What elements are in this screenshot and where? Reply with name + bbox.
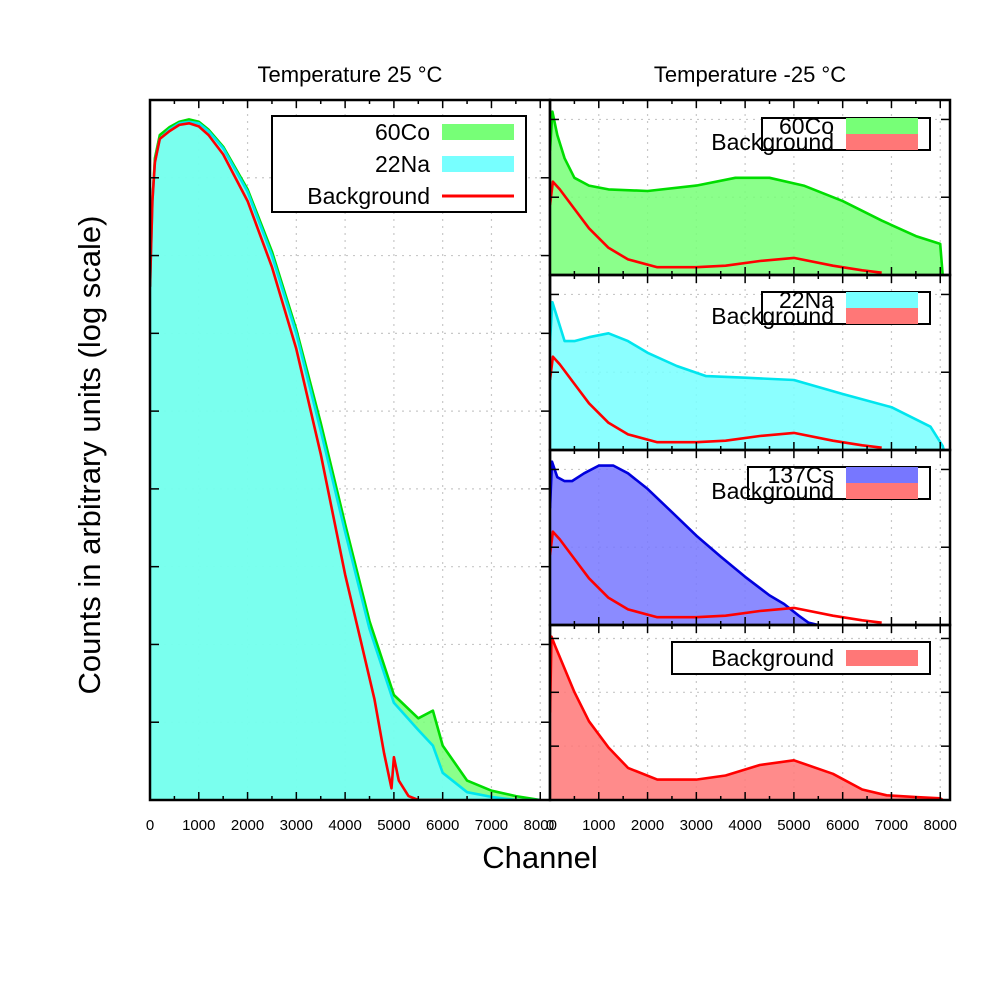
x-tick-label: 3000 (280, 817, 313, 834)
series-line-137cs (550, 460, 819, 625)
legend-label-background: Background (307, 183, 430, 209)
series-line-background (550, 355, 882, 449)
plot-area (550, 635, 944, 800)
x-tick-label: 1000 (182, 817, 215, 834)
plot-area (550, 460, 882, 625)
x-tick-label: 8000 (924, 817, 957, 834)
series-area-22na (150, 121, 541, 800)
x-tick-label: 5000 (377, 817, 410, 834)
legend-label-22na: 22Na (779, 287, 834, 313)
legend-swatch-60co (442, 124, 514, 140)
legend: 60Co 22Na Background (271, 115, 527, 213)
legend-swatch-background (846, 134, 918, 150)
series-area-background (550, 636, 943, 800)
panel-frame (548, 623, 952, 802)
x-tick-label: 5000 (777, 817, 810, 834)
series-line-background (550, 180, 882, 274)
legend-label-background: Background (711, 129, 834, 155)
x-tick-label: 3000 (680, 817, 713, 834)
x-tick-label: 6000 (826, 817, 859, 834)
series-line-background (550, 635, 944, 800)
series-area-60co (550, 111, 943, 275)
legend-box (671, 641, 931, 675)
plot-area (150, 118, 541, 800)
plot-area (550, 110, 944, 275)
plot-area (550, 300, 945, 450)
x-tick-label: 6000 (426, 817, 459, 834)
legend-label-background: Background (711, 303, 834, 329)
series-line-background (550, 530, 882, 624)
legend-label-60co: 60Co (779, 113, 834, 139)
x-tick-label: 7000 (875, 817, 908, 834)
legend-swatch-background (846, 650, 918, 666)
legend-label-60co: 60Co (375, 119, 430, 145)
left-panel-title: Temperature 25 °C (258, 62, 443, 87)
legend-label-background: Background (711, 478, 834, 504)
legend-swatch-background (846, 483, 918, 499)
legend-swatch-60co (846, 118, 918, 134)
legend: Background (671, 641, 931, 675)
legend-swatch-22na (442, 156, 514, 172)
panels: 0 1000 2000 3000 4000 5000 6000 7000 8000 60Co 22N… (146, 98, 957, 834)
series-line-60co (550, 110, 944, 275)
x-tick-label: 4000 (328, 817, 361, 834)
x-tick-label: 0 (546, 817, 554, 834)
x-tick-label: 4000 (728, 817, 761, 834)
series-area-22na (550, 302, 944, 450)
y-axis-label: Counts in arbitrary units (log scale) (72, 216, 107, 695)
x-tick-label: 2000 (231, 817, 264, 834)
legend-swatch-background (846, 308, 918, 324)
right-panel-title: Temperature -25 °C (654, 62, 846, 87)
x-axis-label: Channel (482, 840, 597, 875)
legend-label-137cs: 137Cs (768, 462, 834, 488)
x-tick-label: 7000 (475, 817, 508, 834)
chart-panel-right-4: 0 1000 2000 3000 4000 5000 6000 7000 8000 Backgro… (546, 623, 957, 834)
series-line-background (150, 122, 443, 800)
series-area-137cs (550, 461, 819, 625)
legend-label-background: Background (711, 645, 834, 671)
legend-swatch-137cs (846, 467, 918, 483)
series-line-22na (550, 300, 945, 450)
x-tick-label: 2000 (631, 817, 664, 834)
x-tick-label: 0 (146, 817, 154, 834)
x-tick-label: 8000 (524, 817, 557, 834)
x-tick-label: 1000 (582, 817, 615, 834)
legend-label-22na: 22Na (375, 151, 430, 177)
legend-swatch-22na (846, 292, 918, 308)
chart-panel-left: 0 1000 2000 3000 4000 5000 6000 7000 8000 60Co 22N… (146, 98, 557, 834)
